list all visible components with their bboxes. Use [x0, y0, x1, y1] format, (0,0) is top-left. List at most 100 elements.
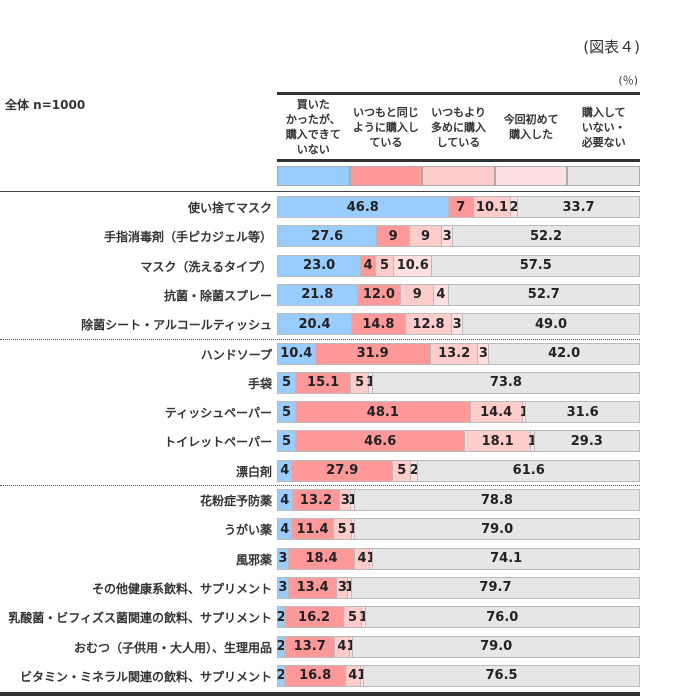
- bar-segment-3: 1: [347, 635, 356, 658]
- stacked-bar: 3 18.4 4 1 74.1: [277, 547, 640, 570]
- bar-segment-2: 3: [339, 489, 351, 511]
- bar-segment-3: 3: [441, 225, 452, 248]
- bar-segment-1: 9: [376, 225, 409, 248]
- bar-segment-4: 31.6: [525, 401, 640, 424]
- bar-segment-4: 42.0: [488, 342, 640, 365]
- category-label: おむつ（子供用・大人用）、生理用品: [73, 640, 272, 655]
- bar-segment-4: 57.5: [431, 254, 640, 277]
- bar-segment-2: 5: [374, 254, 394, 277]
- bar-segment-1: 31.9: [314, 342, 430, 365]
- legend-header-3: 今回初めて 購入した: [503, 113, 559, 141]
- bar-segment-4: 52.7: [447, 283, 640, 306]
- legend-header-1: いつもと同じ ように購入し ている: [352, 105, 419, 149]
- bar-segment-3: 1: [367, 547, 376, 570]
- bar-segment-1: 11.4: [291, 518, 333, 541]
- bar-segment-0: 4: [277, 459, 292, 482]
- unit-label: (％): [618, 74, 638, 87]
- stacked-bar: 5 15.1 5 1 73.8: [277, 371, 640, 394]
- bar-segment-0: 23.0: [277, 254, 361, 277]
- bar-segment-4: 79.0: [354, 518, 640, 541]
- bar-segment-4: 79.0: [352, 635, 640, 658]
- stacked-bar: 4 13.2 3 1 78.8: [277, 489, 640, 511]
- category-label: 抗菌・除菌スプレー: [163, 288, 272, 303]
- legend-header-4: 購入して いない・ 必要ない: [581, 105, 626, 149]
- bar-segment-1: 48.1: [295, 401, 470, 424]
- bar-segment-1: 18.4: [287, 547, 355, 570]
- header-bottom-rule: [277, 159, 640, 162]
- bar-segment-2: 4: [334, 635, 349, 658]
- stacked-bar: 5 46.6 18.1 1 29.3: [277, 430, 640, 453]
- bar-segment-2: 9: [408, 225, 442, 248]
- stacked-bar: 46.8 7 10.1 2 33.7: [277, 196, 640, 218]
- sample-size-label: 全体 n=1000: [5, 98, 86, 112]
- bar-segment-4: 73.8: [371, 371, 640, 394]
- bar-segment-4: 49.0: [462, 313, 640, 336]
- stacked-bar: 2 16.2 5 1 76.0: [277, 606, 640, 629]
- bar-segment-2: 4: [354, 547, 369, 570]
- bar-segment-3: 4: [433, 283, 448, 306]
- bar-segment-4: 76.5: [363, 664, 640, 687]
- category-label: マスク（洗えるタイプ）: [140, 259, 272, 274]
- bar-segment-1: 16.8: [284, 664, 346, 687]
- legend-header-0: 買いた かったが、 購入できて いない: [285, 98, 341, 156]
- stacked-bar: 20.4 14.8 12.8 3 49.0: [277, 313, 640, 336]
- bar-segment-2: 13.2: [429, 342, 478, 365]
- bar-segment-0: 5: [277, 401, 296, 424]
- bar-segment-0: 46.8: [277, 196, 448, 218]
- bar-segment-3: 1: [357, 664, 366, 687]
- bar-segment-1: 13.7: [284, 635, 335, 658]
- bar-segment-4: 52.2: [452, 225, 640, 248]
- bar-segment-0: 10.4: [277, 342, 315, 365]
- bar-segment-2: 14.4: [469, 401, 522, 424]
- bar-segment-3: 3: [477, 342, 489, 365]
- stacked-bar: 2 13.7 4 1 79.0: [277, 635, 640, 658]
- bar-segment-0: 2: [277, 664, 286, 687]
- legend-swatch-4: [567, 166, 640, 186]
- bar-segment-3: 2: [410, 459, 419, 482]
- bar-segment-0: 5: [277, 371, 296, 394]
- figure-label: (図表４): [583, 38, 640, 56]
- bar-segment-0: 4: [277, 518, 292, 541]
- bar-segment-4: 29.3: [533, 430, 640, 453]
- bar-segment-0: 2: [277, 635, 286, 658]
- category-label: 花粉症予防薬: [199, 494, 272, 508]
- bar-segment-4: 74.1: [372, 547, 640, 570]
- category-label: 漂白剤: [235, 464, 272, 479]
- bar-segment-0: 3: [277, 547, 288, 570]
- bar-segment-3: 1: [528, 430, 537, 453]
- bar-segment-4: 33.7: [517, 196, 640, 218]
- bar-segment-3: 1: [349, 518, 358, 541]
- bar-segment-1: 13.2: [291, 489, 340, 511]
- bar-segment-2: 10.1: [473, 196, 510, 218]
- stacked-bar: 2 16.8 4 1 76.5: [277, 664, 640, 687]
- bar-segment-2: 18.1: [464, 430, 530, 453]
- bar-segment-1: 15.1: [295, 371, 351, 394]
- category-label: 使い捨てマスク: [187, 201, 272, 215]
- table-top-rule: [0, 191, 640, 192]
- bar-segment-3: 10.6: [393, 254, 432, 277]
- bar-segment-2: 12.8: [404, 313, 452, 336]
- legend-swatch-3: [494, 166, 568, 186]
- bar-segment-4: 76.0: [364, 606, 640, 629]
- stacked-bar: 3 13.4 3 1 79.7: [277, 576, 640, 599]
- legend-swatch-2: [422, 166, 495, 186]
- bar-segment-4: 78.8: [353, 489, 640, 511]
- category-label: トイレットペーパー: [164, 435, 272, 450]
- bar-segment-3: 2: [509, 196, 519, 218]
- bar-segment-1: 7: [447, 196, 474, 218]
- stacked-bar: 21.8 12.0 9 4 52.7: [277, 283, 640, 306]
- category-label: 手袋: [247, 376, 272, 391]
- legend-swatch-0: [277, 166, 350, 186]
- stacked-bar: 27.6 9 9 3 52.2: [277, 225, 640, 248]
- stacked-bar: 10.4 31.9 13.2 3 42.0: [277, 342, 640, 365]
- category-label: ハンドソープ: [200, 347, 272, 362]
- category-label: うがい薬: [223, 523, 272, 538]
- category-label: その他健康系飲料、サプリメント: [91, 581, 272, 596]
- group-divider: [0, 485, 640, 487]
- bar-segment-2: 3: [336, 576, 348, 599]
- bar-segment-3: 1: [345, 576, 354, 599]
- category-label: 除菌シート・アルコールティッシュ: [81, 318, 272, 333]
- stacked-bar: 23.0 4 5 10.6 57.5: [277, 254, 640, 277]
- bar-segment-3: 1: [520, 401, 529, 424]
